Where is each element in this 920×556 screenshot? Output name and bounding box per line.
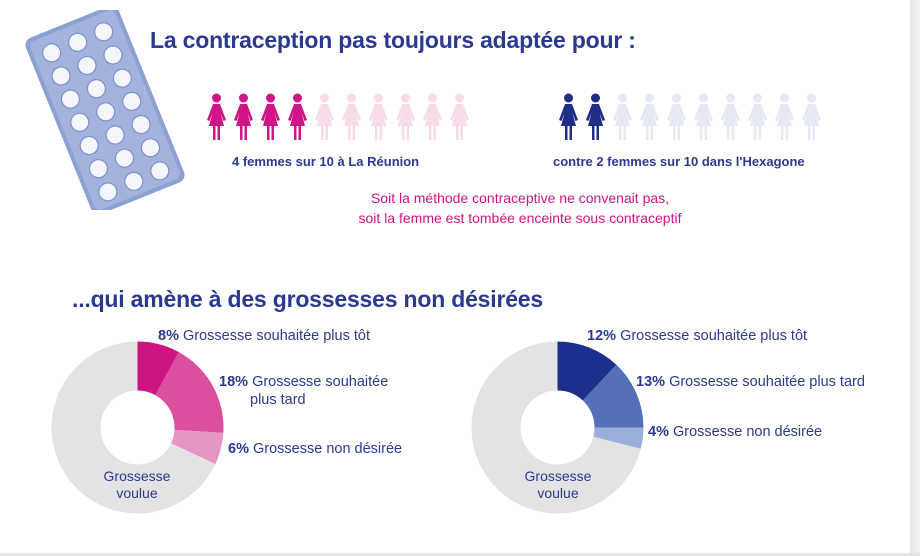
left-woman-icon (395, 93, 416, 143)
right-donut-slice-1 (557, 341, 617, 401)
bottom-heading: ...qui amène à des grossesses non désiré… (72, 286, 543, 312)
pill (105, 125, 125, 145)
pill (103, 45, 123, 65)
left-label-1-text: Grossesse souhaitée plus tôt (183, 328, 370, 344)
top-heading: La contraception pas toujours adaptée po… (150, 27, 636, 53)
right-woman-icon (639, 93, 660, 143)
left-donut-slice-2 (155, 352, 224, 433)
left-label-2-text-a: Grossesse souhaitée (252, 374, 389, 390)
right-donut-slice-3 (593, 427, 644, 449)
note-line-2: soit la femme est tombée enceinte sous c… (358, 210, 682, 226)
left-center-label-a: Grossesse (103, 468, 171, 484)
right-woman-icon (801, 93, 822, 143)
left-label-1-pct: 8% (158, 328, 179, 344)
right-label-3-pct: 4% (648, 424, 669, 440)
bottom-frame-edge (0, 553, 920, 556)
right-donut-slice-4 (471, 341, 641, 514)
pill (68, 32, 88, 52)
right-label-2-text: Grossesse souhaitée plus tard (669, 374, 865, 390)
right-woman-icon (774, 93, 795, 143)
pill (131, 114, 151, 135)
pill (122, 91, 142, 111)
left-label-2b: plus tard (250, 392, 306, 408)
left-center-label: Grossesse voulue (82, 468, 192, 502)
left-center-label-b: voulue (116, 485, 158, 501)
left-label-2: 18% Grossesse souhaitée (219, 373, 388, 391)
right-center-label-a: Grossesse (524, 468, 592, 484)
right-label-2-pct: 13% (636, 374, 666, 390)
right-woman-icon (666, 93, 687, 143)
pill (86, 79, 106, 99)
right-center-label: Grossesse voulue (503, 468, 613, 502)
left-caption: 4 femmes sur 10 à La Réunion (232, 154, 420, 169)
left-donut-slice-4 (51, 341, 216, 514)
pill (51, 66, 71, 86)
pill (96, 102, 116, 122)
left-women-icons (206, 93, 470, 143)
right-donut-slice-2 (582, 364, 644, 428)
right-woman-icon (612, 93, 633, 143)
right-label-1-pct: 12% (587, 328, 617, 344)
right-label-1-text: Grossesse souhaitée plus tôt (620, 328, 808, 344)
left-label-3-text: Grossesse non désirée (253, 441, 403, 457)
pill (114, 148, 135, 168)
right-label-3: 4% Grossesse non désirée (648, 423, 822, 441)
right-label-2: 13% Grossesse souhaitée plus tard (636, 373, 865, 391)
right-women-icons (558, 93, 822, 143)
left-woman-icon (287, 93, 308, 143)
pill (124, 171, 144, 191)
left-label-1: 8% Grossesse souhaitée plus tôt (158, 327, 370, 345)
donut-chart-hexagone (471, 341, 644, 514)
right-woman-icon (585, 93, 606, 143)
left-woman-icon (233, 93, 254, 143)
pill (98, 182, 118, 202)
right-caption: contre 2 femmes sur 10 dans l'Hexagone (553, 154, 805, 169)
pill (112, 68, 132, 88)
pill (140, 138, 161, 158)
left-woman-icon (314, 93, 335, 143)
pill (70, 112, 90, 132)
left-label-3: 6% Grossesse non désirée (228, 440, 402, 458)
right-woman-icon (693, 93, 714, 143)
left-woman-icon (206, 93, 227, 143)
left-woman-icon (368, 93, 389, 143)
pill (42, 43, 62, 63)
left-woman-icon (260, 93, 281, 143)
left-donut-slice-3 (170, 429, 224, 465)
right-label-1: 12% Grossesse souhaitée plus tôt (587, 327, 807, 345)
right-label-3-text: Grossesse non désirée (673, 424, 823, 440)
left-woman-icon (422, 93, 443, 143)
right-center-label-b: voulue (537, 485, 579, 501)
pill (88, 159, 109, 179)
right-frame-edge (910, 0, 920, 556)
note-line-1: Soit la méthode contraceptive ne convena… (370, 190, 670, 206)
right-woman-icon (747, 93, 768, 143)
left-donut-slice-1 (137, 341, 179, 396)
pill (60, 89, 81, 109)
pill (79, 135, 99, 156)
pill (77, 55, 97, 76)
left-label-3-pct: 6% (228, 441, 249, 457)
donut-chart-reunion (51, 341, 224, 514)
left-label-2-pct: 18% (219, 374, 249, 390)
pill (94, 22, 114, 42)
left-woman-icon (341, 93, 362, 143)
right-woman-icon (558, 93, 579, 143)
pill (150, 161, 170, 181)
pill-pack-icon (25, 10, 185, 210)
left-woman-icon (449, 93, 470, 143)
right-woman-icon (720, 93, 741, 143)
